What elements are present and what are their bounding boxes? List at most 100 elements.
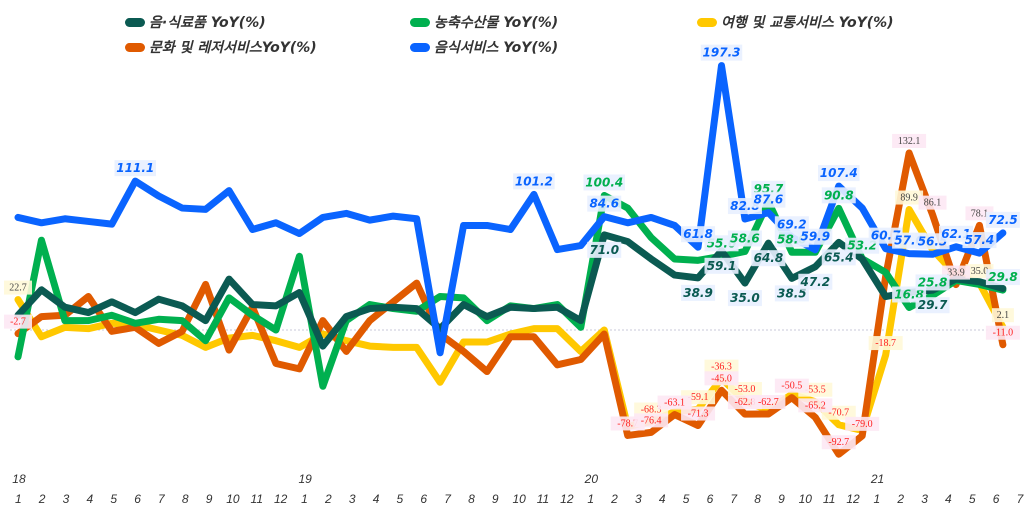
data-label: 29.8 — [985, 269, 1020, 286]
x-tick-label: 2 — [324, 492, 332, 506]
svg-text:-11.0: -11.0 — [993, 328, 1013, 339]
svg-text:86.1: 86.1 — [924, 198, 942, 209]
x-tick-label: 10 — [799, 492, 813, 506]
x-tick-label: 9 — [778, 492, 785, 506]
series-line-0 — [14, 231, 1007, 350]
data-label: 87.6 — [751, 191, 786, 208]
svg-text:-59.1: -59.1 — [688, 392, 709, 403]
data-label: 71.0 — [587, 241, 622, 258]
svg-text:-63.1: -63.1 — [664, 398, 685, 409]
x-tick-label: 8 — [182, 492, 189, 506]
svg-text:35.0: 35.0 — [730, 291, 760, 305]
data-label: -92.7 — [821, 435, 856, 450]
svg-text:197.3: 197.3 — [703, 46, 741, 60]
x-tick-label: 3 — [921, 492, 928, 506]
svg-text:-18.7: -18.7 — [875, 338, 896, 349]
year-label: 19 — [298, 472, 312, 486]
x-tick-label: 4 — [659, 492, 666, 506]
svg-text:-76.4: -76.4 — [641, 415, 662, 426]
data-label: -76.4 — [634, 413, 669, 428]
legend-item-travel: 여행 및 교통서비스 YoY(%) — [697, 12, 894, 32]
svg-text:57.4: 57.4 — [965, 233, 995, 247]
x-tick-label: 9 — [492, 492, 499, 506]
data-label: -50.5 — [774, 378, 809, 393]
svg-text:111.1: 111.1 — [116, 161, 154, 175]
svg-text:64.8: 64.8 — [754, 251, 784, 265]
data-label: 59.1 — [704, 257, 739, 274]
svg-text:-62.8: -62.8 — [735, 397, 756, 408]
svg-text:29.8: 29.8 — [988, 270, 1018, 284]
data-label: 90.8 — [821, 187, 856, 204]
x-tick-label: 4 — [945, 492, 952, 506]
data-label: 22.7 — [4, 280, 32, 295]
legend-swatch — [410, 42, 430, 52]
x-tick-label: 6 — [134, 492, 141, 506]
legend-item-dining: 음식서비스 YoY(%) — [410, 37, 558, 57]
x-tick-label: 5 — [969, 492, 976, 506]
data-label: -18.7 — [868, 336, 903, 351]
data-label: -45.0 — [704, 371, 739, 386]
x-tick-label: 1 — [301, 492, 308, 506]
x-tick-label: 11 — [537, 492, 549, 506]
x-tick-label: 5 — [397, 492, 404, 506]
svg-text:107.4: 107.4 — [820, 166, 858, 180]
data-label: 2.1 — [991, 308, 1014, 323]
svg-text:90.8: 90.8 — [824, 188, 854, 202]
x-tick-label: 6 — [707, 492, 714, 506]
x-tick-label: 5 — [683, 492, 690, 506]
svg-text:29.7: 29.7 — [918, 298, 948, 312]
x-tick-label: 5 — [110, 492, 117, 506]
data-label: 107.4 — [818, 165, 860, 182]
legend-swatch — [125, 17, 145, 27]
series-line-3 — [14, 149, 1007, 458]
year-label: 21 — [870, 472, 884, 486]
x-tick-label: 2 — [896, 492, 904, 506]
data-label: 47.2 — [798, 273, 833, 290]
svg-text:35.0: 35.0 — [971, 266, 989, 277]
data-label: 132.1 — [892, 133, 927, 148]
legend-swatch — [125, 42, 145, 52]
x-tick-label: 1 — [587, 492, 594, 506]
x-tick-label: 11 — [251, 492, 263, 506]
svg-text:22.7: 22.7 — [9, 283, 27, 294]
svg-text:72.5: 72.5 — [988, 213, 1018, 227]
svg-text:59.9: 59.9 — [800, 230, 830, 244]
svg-text:-70.7: -70.7 — [828, 408, 849, 419]
x-tick-label: 10 — [512, 492, 526, 506]
data-label: 64.8 — [751, 250, 786, 267]
data-label: -63.1 — [657, 395, 692, 410]
x-tick-label: 12 — [560, 492, 574, 506]
x-tick-label: 12 — [274, 492, 288, 506]
data-label: 86.1 — [918, 195, 947, 210]
x-tick-label: 7 — [730, 492, 738, 506]
svg-text:-68.3: -68.3 — [641, 405, 662, 416]
svg-text:-62.7: -62.7 — [758, 397, 779, 408]
svg-text:-45.0: -45.0 — [711, 373, 732, 384]
x-tick-label: 4 — [373, 492, 380, 506]
data-label: 35.0 — [727, 290, 762, 307]
data-label: 69.2 — [774, 216, 809, 233]
x-tick-label: 7 — [1017, 492, 1025, 506]
data-label: 89.9 — [895, 190, 924, 205]
legend-label: 음식서비스 YoY(%) — [434, 40, 559, 56]
x-tick-label: 9 — [206, 492, 213, 506]
svg-text:33.9: 33.9 — [947, 268, 965, 279]
svg-text:38.5: 38.5 — [777, 286, 807, 300]
svg-text:87.6: 87.6 — [754, 193, 784, 207]
x-tick-label: 2 — [610, 492, 618, 506]
data-label: 111.1 — [114, 160, 156, 177]
x-tick-label: 4 — [87, 492, 94, 506]
legend-item-agri: 농축수산물 YoY(%) — [410, 12, 558, 32]
data-label: 29.7 — [915, 297, 950, 314]
x-tick-label: 8 — [754, 492, 761, 506]
x-tick-label: 1 — [15, 492, 22, 506]
svg-text:61.8: 61.8 — [683, 227, 713, 241]
data-label: 72.5 — [985, 211, 1020, 228]
x-tick-label: 11 — [823, 492, 835, 506]
x-tick-label: 7 — [444, 492, 452, 506]
x-tick-label: 8 — [468, 492, 475, 506]
data-label: -2.7 — [4, 314, 32, 329]
data-label: 59.9 — [798, 228, 833, 245]
